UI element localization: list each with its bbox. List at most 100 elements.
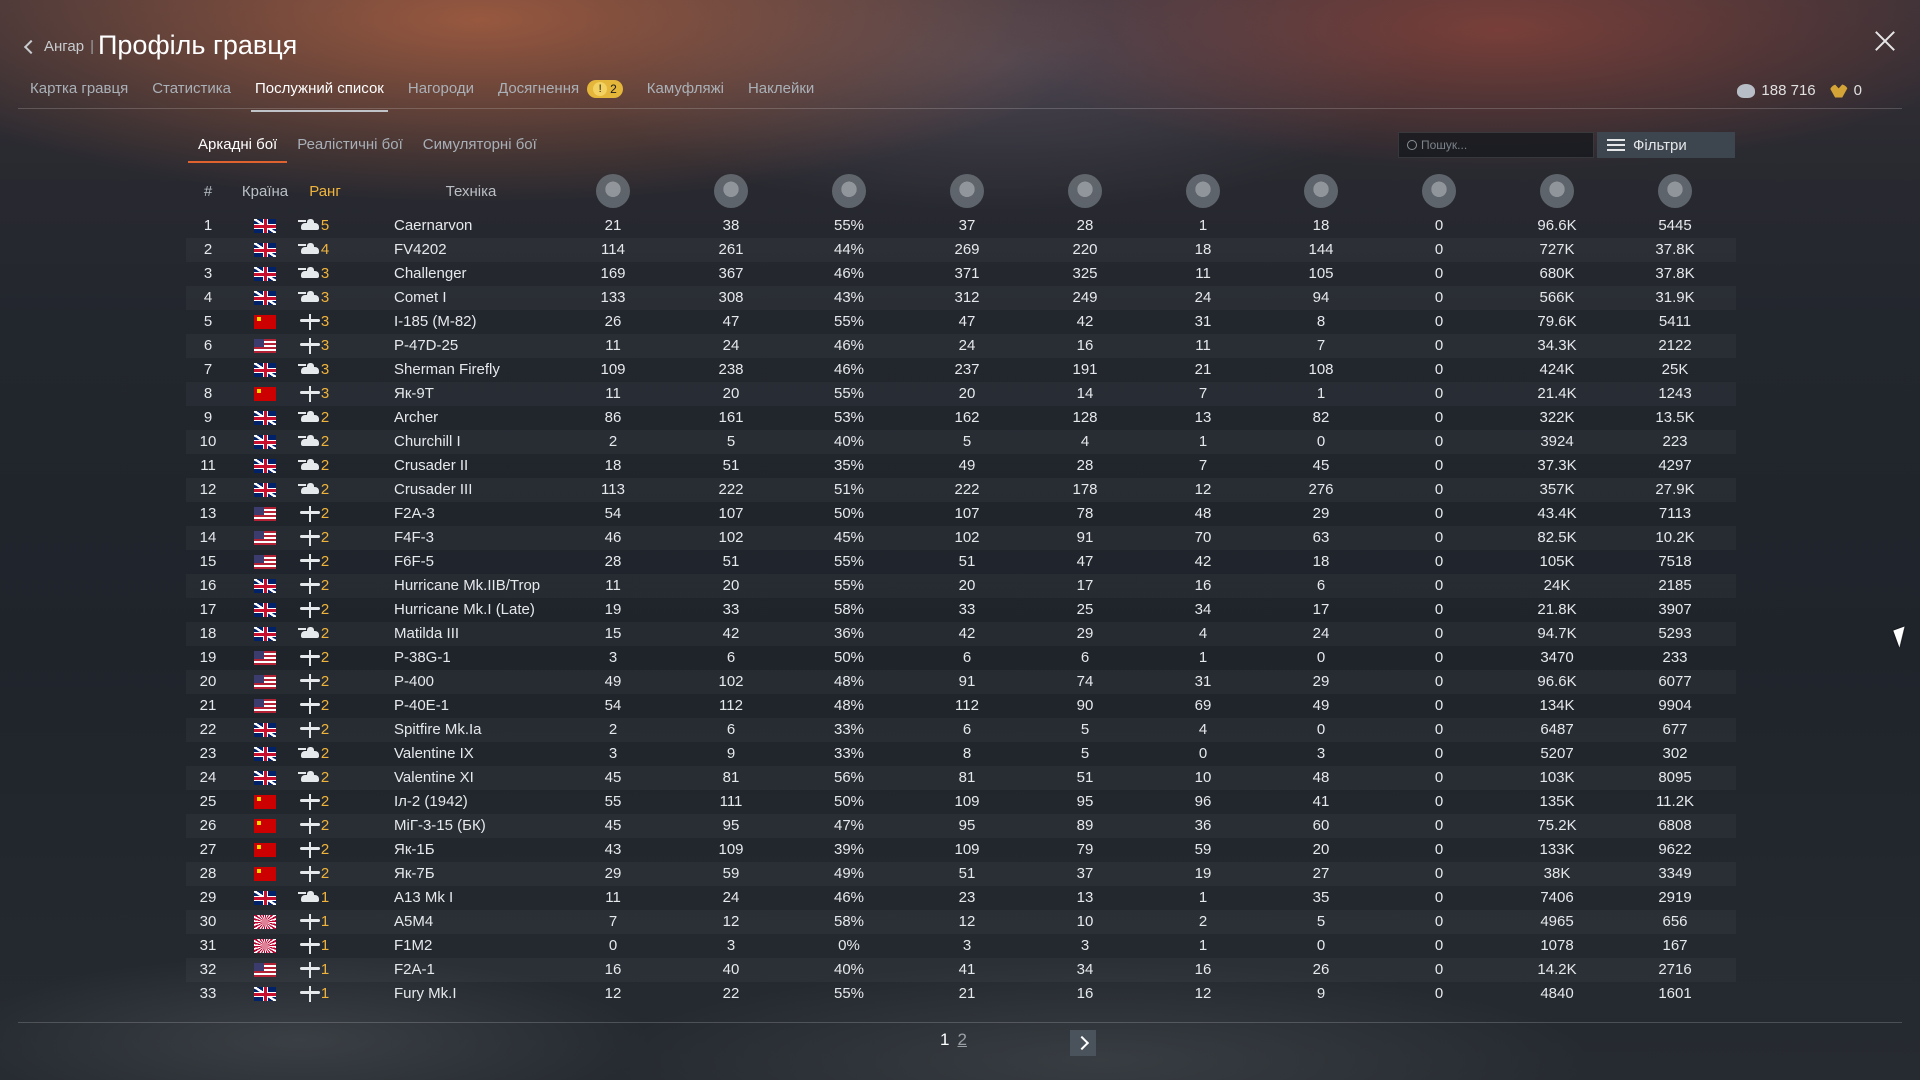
stat-naval-kills: 0: [1434, 817, 1444, 834]
stat-deaths: 34: [1076, 961, 1094, 978]
flag-us-icon: [254, 651, 276, 665]
table-row[interactable]: 29 1 A13 Mk I 11 24 46% 23 13 1 35 0 7406 2919: [186, 886, 1736, 910]
table-row[interactable]: 5 3 I-185 (M-82) 26 47 55% 47 42 31 8 0 79.6K 5411: [186, 310, 1736, 334]
filters-button[interactable]: Фільтри: [1597, 132, 1735, 158]
stat-respawns: 49: [958, 457, 976, 474]
tab-arcade-battles[interactable]: Аркадні бої: [188, 136, 288, 163]
table-row[interactable]: 27 2 Як-1Б 43 109 39% 109 79 59 20 0 133K 9622: [186, 838, 1736, 862]
column-score[interactable]: [1540, 168, 1574, 214]
stat-score: 134K: [1539, 697, 1575, 714]
table-row[interactable]: 32 1 F2A-1 16 40 40% 41 34 16 26 0 14.2K 2716: [186, 958, 1736, 982]
stat-battles: 6: [726, 721, 736, 738]
flag-us-icon: [254, 555, 276, 569]
table-row[interactable]: 1 5 Caernarvon 21 38 55% 37 28 1 18 0 96.6K 5445: [186, 214, 1736, 238]
search-box[interactable]: [1398, 132, 1594, 158]
stat-activity: 2716: [1658, 961, 1692, 978]
table-row[interactable]: 16 2 Hurricane Mk.IIB/Trop 11 20 55% 20 17 16 6 0 2…: [186, 574, 1736, 598]
tab-awards[interactable]: Нагороди: [407, 80, 475, 97]
page-link-2[interactable]: 2: [957, 1030, 967, 1049]
next-page-button[interactable]: [1070, 1030, 1096, 1056]
stat-win-rate: 46%: [833, 889, 865, 906]
stat-battles: 51: [722, 553, 740, 570]
stat-battles: 20: [722, 577, 740, 594]
table-row[interactable]: 25 2 Іл-2 (1942) 55 111 50% 109 95 96 41 0 135K 11.2…: [186, 790, 1736, 814]
tab-decals[interactable]: Наклейки: [747, 80, 815, 97]
table-row[interactable]: 9 2 Archer 86 161 53% 162 128 13 82 0 322K 13.5K: [186, 406, 1736, 430]
column-number[interactable]: #: [203, 182, 213, 200]
table-row[interactable]: 6 3 P-47D-25 11 24 46% 24 16 11 7 0 34.3K 2122: [186, 334, 1736, 358]
page-title: Профіль гравця: [98, 30, 298, 60]
table-row[interactable]: 13 2 F2A-3 54 107 50% 107 78 48 29 0 43.4K 7113: [186, 502, 1736, 526]
table-row[interactable]: 17 2 Hurricane Mk.I (Late) 19 33 58% 33 25 34 17 0…: [186, 598, 1736, 622]
search-input[interactable]: [1421, 138, 1581, 152]
table-row[interactable]: 19 2 P-38G-1 3 6 50% 6 6 1 0 0 3470 233: [186, 646, 1736, 670]
vehicle-type: [299, 958, 321, 982]
table-row[interactable]: 8 3 Як-9Т 11 20 55% 20 14 7 1 0 21.4K 1243: [186, 382, 1736, 406]
flag-uk-icon: [254, 219, 276, 233]
stat-activity: 3907: [1658, 601, 1692, 618]
table-row[interactable]: 33 1 Fury Mk.I 12 22 55% 21 16 12 9 0 4840 1601: [186, 982, 1736, 1006]
table-row[interactable]: 18 2 Matilda III 15 42 36% 42 29 4 24 0 94.7K 5293: [186, 622, 1736, 646]
stat-naval-kills: 0: [1434, 433, 1444, 450]
column-ground-kills[interactable]: [1304, 168, 1338, 214]
column-battles[interactable]: [714, 168, 748, 214]
tab-player-card[interactable]: Картка гравця: [30, 80, 129, 97]
table-row[interactable]: 31 1 F1M2 0 3 0% 3 3 1 0 0 1078 167: [186, 934, 1736, 958]
table-row[interactable]: 23 2 Valentine IX 3 9 33% 8 5 0 3 0 5207 302: [186, 742, 1736, 766]
column-rank[interactable]: Ранг: [309, 182, 341, 200]
table-row[interactable]: 26 2 МіГ-3-15 (БК) 45 95 47% 95 89 36 60 0 75.2K 680…: [186, 814, 1736, 838]
table-row[interactable]: 22 2 Spitfire Mk.Ia 2 6 33% 6 5 4 0 0 6487 677: [186, 718, 1736, 742]
table-row[interactable]: 15 2 F6F-5 28 51 55% 51 47 42 18 0 105K 7518: [186, 550, 1736, 574]
table-row[interactable]: 21 2 P-40E-1 54 112 48% 112 90 69 49 0 134K 9904: [186, 694, 1736, 718]
stat-activity: 25K: [1661, 361, 1689, 378]
stat-air-kills: 4: [1198, 625, 1208, 642]
tab-realistic-battles[interactable]: Реалістичні бої: [297, 136, 403, 153]
table-row[interactable]: 7 3 Sherman Firefly 109 238 46% 237 191 21 108 0 42…: [186, 358, 1736, 382]
deaths-icon: [1068, 174, 1102, 208]
column-naval-kills[interactable]: [1422, 168, 1456, 214]
table-row[interactable]: 4 3 Comet I 133 308 43% 312 249 24 94 0 566K 31.9K: [186, 286, 1736, 310]
table-row[interactable]: 12 2 Crusader III 113 222 51% 222 178 12 276 0 357K…: [186, 478, 1736, 502]
tab-simulator-battles[interactable]: Симуляторні бої: [422, 136, 537, 153]
column-vehicle[interactable]: Техніка: [445, 182, 497, 200]
column-activity[interactable]: [1658, 168, 1692, 214]
stat-air-kills: 16: [1194, 961, 1212, 978]
flag-uk-icon: [254, 363, 276, 377]
table-row[interactable]: 2 4 FV4202 114 261 44% 269 220 18 144 0 727K 37.8K: [186, 238, 1736, 262]
stat-win-rate: 55%: [833, 553, 865, 570]
stat-activity: 6077: [1658, 673, 1692, 690]
stat-naval-kills: 0: [1434, 889, 1444, 906]
stat-naval-kills: 0: [1434, 361, 1444, 378]
column-win-rate[interactable]: [832, 168, 866, 214]
table-row[interactable]: 30 1 A5M4 7 12 58% 12 10 2 5 0 4965 656: [186, 910, 1736, 934]
table-row[interactable]: 28 2 Як-7Б 29 59 49% 51 37 19 27 0 38K 3349: [186, 862, 1736, 886]
column-respawns[interactable]: [950, 168, 984, 214]
stat-naval-kills: 0: [1434, 385, 1444, 402]
column-air-kills[interactable]: [1186, 168, 1220, 214]
tab-service-record[interactable]: Послужний список: [250, 80, 388, 112]
stat-battles: 47: [722, 313, 740, 330]
table-row[interactable]: 24 2 Valentine XI 45 81 56% 81 51 10 48 0 103K 8095: [186, 766, 1736, 790]
table-row[interactable]: 11 2 Crusader II 18 51 35% 49 28 7 45 0 37.3K 4297: [186, 454, 1736, 478]
column-victories[interactable]: [596, 168, 630, 214]
stat-ground-kills: 3: [1316, 745, 1326, 762]
close-icon[interactable]: [1874, 30, 1896, 52]
column-deaths[interactable]: [1068, 168, 1102, 214]
tab-achievements[interactable]: Досягнення! 2: [498, 80, 623, 112]
score-icon: [1540, 174, 1574, 208]
stat-score: 14.2K: [1537, 961, 1577, 978]
table-row[interactable]: 14 2 F4F-3 46 102 45% 102 91 70 63 0 82.5K 10.2K: [186, 526, 1736, 550]
tab-statistics[interactable]: Статистика: [152, 80, 231, 97]
column-country[interactable]: Країна: [241, 182, 289, 200]
stat-win-rate: 46%: [833, 265, 865, 282]
table-row[interactable]: 3 3 Challenger 169 367 46% 371 325 11 105 0 680K 37.…: [186, 262, 1736, 286]
table-row[interactable]: 10 2 Churchill I 2 5 40% 5 4 1 0 0 3924 223: [186, 430, 1736, 454]
back-to-hangar-link[interactable]: Ангар |: [23, 38, 94, 55]
table-row[interactable]: 20 2 P-400 49 102 48% 91 74 31 29 0 96.6K 6077: [186, 670, 1736, 694]
stat-air-kills: 4: [1198, 721, 1208, 738]
tab-camouflages[interactable]: Камуфляжі: [646, 80, 724, 97]
stat-victories: 3: [608, 745, 618, 762]
alert-icon: !: [593, 82, 608, 96]
stat-deaths: 3: [1080, 937, 1090, 954]
row-number: 9: [203, 409, 213, 426]
